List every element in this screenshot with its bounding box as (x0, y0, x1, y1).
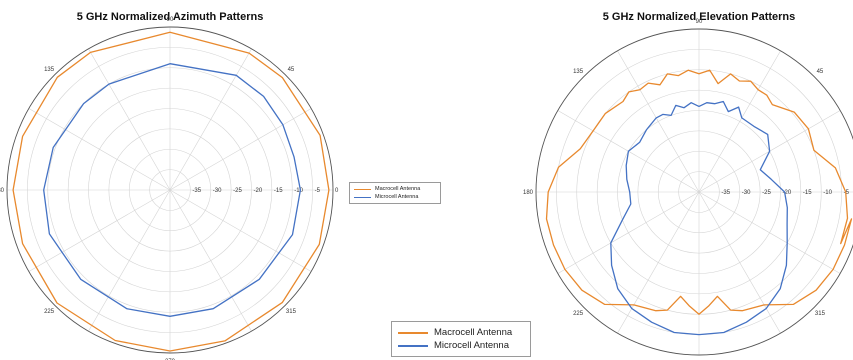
radial-tick-label: -20 (783, 190, 792, 196)
radial-tick-label: -35 (192, 188, 201, 194)
legend-swatch-microcell (398, 344, 428, 347)
series-line-macrocell (12, 31, 330, 352)
outer-ring (6, 26, 334, 354)
angle-tick-label: 315 (286, 309, 297, 315)
radial-tick-label: 0 (335, 188, 339, 194)
angle-tick-label: 45 (817, 69, 824, 75)
radial-grid-ring (128, 148, 212, 232)
radial-grid-ring (47, 67, 293, 313)
radial-grid-ring (27, 47, 313, 333)
legend-swatch-macrocell (398, 331, 428, 334)
radial-tick-label: -30 (742, 190, 751, 196)
radial-tick-label: -25 (233, 188, 242, 194)
legend-label-microcell: Microcell Antenna (434, 340, 509, 351)
angle-tick-label: 180 (0, 188, 5, 194)
radial-grid-ring (617, 110, 781, 274)
elevation-polar-chart: 5 GHz Normalized Elevation Patterns -35 -3… (523, 11, 853, 356)
angle-tick-label: 90 (167, 17, 174, 23)
angle-tick-label: 225 (573, 311, 584, 317)
angle-tick-label: 135 (44, 67, 55, 73)
angle-tick-label: 135 (573, 69, 584, 75)
angle-tick-label: 315 (815, 311, 826, 317)
radial-tick-label: -35 (721, 190, 730, 196)
radial-tick-labels: -35 -30 -25 -20 -15 -10 -5 0 (192, 188, 339, 194)
radial-grid-ring (637, 130, 761, 254)
angle-tick-label: 45 (288, 67, 295, 73)
radial-tick-label: -20 (254, 188, 263, 194)
angle-tick-label: 90 (696, 19, 703, 25)
series-line-microcell (43, 63, 302, 317)
radial-grid-ring (108, 128, 232, 252)
polar-grid (6, 26, 334, 354)
legend-entry-microcell: Microcell Antenna (398, 339, 524, 352)
angle-tick-labels: 9045135180225315270 (523, 19, 826, 317)
chart-title: 5 GHz Normalized Elevation Patterns (603, 11, 796, 23)
radial-tick-label: -15 (803, 190, 812, 196)
radial-tick-label: -10 (294, 188, 303, 194)
series-line-microcell (610, 100, 788, 336)
azimuth-legend: Macrocell Antenna Microcell Antenna (349, 182, 441, 204)
radial-tick-label: -30 (213, 188, 222, 194)
radial-tick-label: -15 (274, 188, 283, 194)
legend-label-macrocell: Macrocell Antenna (375, 186, 421, 192)
legend-entry-macrocell: Macrocell Antenna (398, 326, 524, 339)
radial-grid-ring (596, 89, 802, 295)
angle-tick-label: 225 (44, 309, 55, 315)
legend-swatch-macrocell (354, 188, 371, 190)
radial-grid-ring (67, 87, 273, 293)
legend-label-microcell: Microcell Antenna (375, 194, 419, 200)
radial-grid-ring (657, 150, 741, 234)
elevation-legend: Macrocell Antenna Microcell Antenna (391, 321, 531, 357)
radial-grid-ring (149, 169, 191, 211)
chart-title: 5 GHz Normalized Azimuth Patterns (77, 11, 264, 23)
legend-entry-macrocell: Macrocell Antenna (354, 185, 436, 193)
radial-grid-ring (678, 171, 720, 213)
legend-swatch-microcell (354, 196, 371, 198)
radial-tick-label: -5 (315, 188, 321, 194)
radial-tick-label: -5 (844, 190, 850, 196)
outer-ring (535, 28, 853, 356)
angle-tick-label: 180 (523, 190, 534, 196)
radial-tick-label: -10 (823, 190, 832, 196)
series-line-macrocell (545, 69, 853, 315)
azimuth-polar-chart: 5 GHz Normalized Azimuth Patterns-35 -30-… (0, 11, 339, 360)
radial-tick-labels: -35-30-25-20-15-10-50 (721, 190, 850, 196)
legend-label-macrocell: Macrocell Antenna (434, 327, 513, 338)
radial-grid-ring (88, 108, 252, 272)
legend-entry-microcell: Microcell Antenna (354, 193, 436, 201)
radial-tick-label: -25 (762, 190, 771, 196)
